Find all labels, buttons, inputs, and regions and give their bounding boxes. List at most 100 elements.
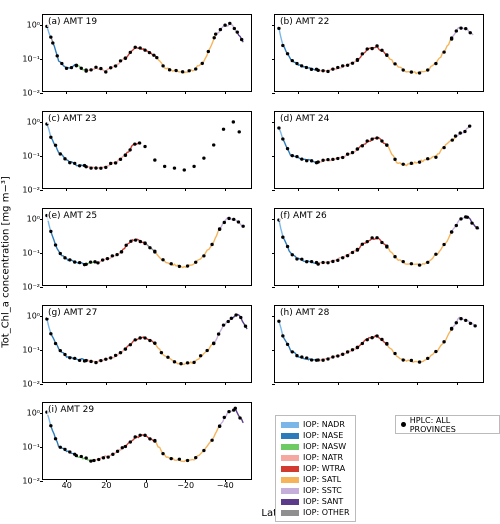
hplc-point xyxy=(134,435,137,438)
hplc-point xyxy=(63,157,66,160)
hplc-point xyxy=(410,162,413,165)
hplc-point xyxy=(316,358,319,361)
hplc-point xyxy=(218,228,221,231)
legend-row-hplc: HPLC: ALL PROVINCES xyxy=(401,419,494,430)
trace-satl xyxy=(155,343,214,364)
hplc-point xyxy=(244,325,247,328)
hplc-point xyxy=(84,68,87,71)
hplc-point xyxy=(59,349,62,352)
hplc-point xyxy=(237,220,240,223)
hplc-point xyxy=(346,64,349,67)
hplc-point xyxy=(80,455,83,458)
hplc-point xyxy=(277,126,280,129)
legend-swatch xyxy=(281,499,299,505)
hplc-point xyxy=(239,316,242,319)
trace-satl xyxy=(155,229,220,268)
hplc-point xyxy=(310,260,313,263)
panel-title: (h) AMT 28 xyxy=(279,308,330,318)
trace-nadr xyxy=(279,321,283,336)
hplc-point xyxy=(192,165,195,168)
hplc-point xyxy=(463,130,466,133)
hplc-point xyxy=(336,354,339,357)
ytick-label: 10⁻² xyxy=(22,186,40,195)
hplc-point xyxy=(336,66,339,69)
hplc-point xyxy=(153,439,156,442)
legend-iop: IOP: NADRIOP: NASEIOP: NASWIOP: NATRIOP:… xyxy=(275,415,356,522)
hplc-point xyxy=(451,138,454,141)
hplc-point xyxy=(370,336,373,339)
xtick-label: 40 xyxy=(62,481,72,490)
hplc-point xyxy=(138,336,141,339)
hplc-point xyxy=(109,356,112,359)
hplc-point xyxy=(194,67,197,70)
hplc-point xyxy=(63,256,66,259)
hplc-point xyxy=(89,459,92,462)
hplc-point xyxy=(78,261,81,264)
hplc-point xyxy=(223,221,226,224)
hplc-point xyxy=(168,68,171,71)
trace-sant xyxy=(235,408,243,423)
hplc-point xyxy=(341,156,344,159)
hplc-point xyxy=(305,260,308,263)
hplc-point xyxy=(84,456,87,459)
hplc-point xyxy=(316,262,319,265)
hplc-point xyxy=(346,350,349,353)
hplc-point xyxy=(227,410,230,413)
hplc-point xyxy=(418,263,421,266)
hplc-point xyxy=(212,342,215,345)
hplc-point xyxy=(380,139,383,142)
hplc-point xyxy=(217,332,220,335)
hplc-point xyxy=(129,240,132,243)
legend-label: IOP: OTHER xyxy=(303,508,350,517)
panel-h: (h) AMT 28 xyxy=(274,305,484,383)
hplc-point xyxy=(305,66,308,69)
hplc-point xyxy=(321,359,324,362)
hplc-point xyxy=(326,158,329,161)
hplc-point xyxy=(418,71,421,74)
hplc-point xyxy=(89,166,92,169)
hplc-point xyxy=(291,59,294,62)
hplc-point xyxy=(459,317,462,320)
hplc-point xyxy=(442,340,445,343)
ytick-label: 10⁻² xyxy=(22,477,40,486)
hplc-point xyxy=(356,147,359,150)
hplc-point xyxy=(116,450,119,453)
hplc-point xyxy=(199,354,202,357)
hplc-point xyxy=(434,62,437,65)
hplc-point xyxy=(163,165,166,168)
hplc-point xyxy=(186,264,189,267)
hplc-point xyxy=(295,257,298,260)
trace-satl xyxy=(387,232,452,265)
hplc-point xyxy=(194,456,197,459)
hplc-point xyxy=(238,416,241,419)
hplc-point xyxy=(375,136,378,139)
legend-row-nasw: IOP: NASW xyxy=(281,441,350,452)
hplc-point xyxy=(84,165,87,168)
hplc-point xyxy=(194,261,197,264)
hplc-point xyxy=(161,452,164,455)
hplc-point xyxy=(232,218,235,221)
panel-title: (f) AMT 26 xyxy=(279,211,328,221)
hplc-point xyxy=(161,64,164,67)
panel-title: (g) AMT 27 xyxy=(47,308,98,318)
hplc-point xyxy=(291,154,294,157)
hplc-point xyxy=(178,265,181,268)
hplc-point xyxy=(124,154,127,157)
hplc-point xyxy=(236,30,239,33)
hplc-point xyxy=(166,356,169,359)
trace-nase xyxy=(51,426,77,456)
hplc-point xyxy=(356,248,359,251)
hplc-point xyxy=(316,160,319,163)
hplc-point xyxy=(321,261,324,264)
figure: Tot_Chl_a concentration [mg m−³] Latitud… xyxy=(0,0,500,524)
panel-title: (d) AMT 24 xyxy=(279,114,330,124)
hplc-point xyxy=(341,353,344,356)
hplc-point xyxy=(119,59,122,62)
hplc-point xyxy=(331,68,334,71)
hplc-point xyxy=(138,434,141,437)
hplc-point xyxy=(124,445,127,448)
legend-swatch xyxy=(281,477,299,483)
hplc-point xyxy=(418,360,421,363)
hplc-point xyxy=(464,27,467,30)
hplc-point xyxy=(210,243,213,246)
